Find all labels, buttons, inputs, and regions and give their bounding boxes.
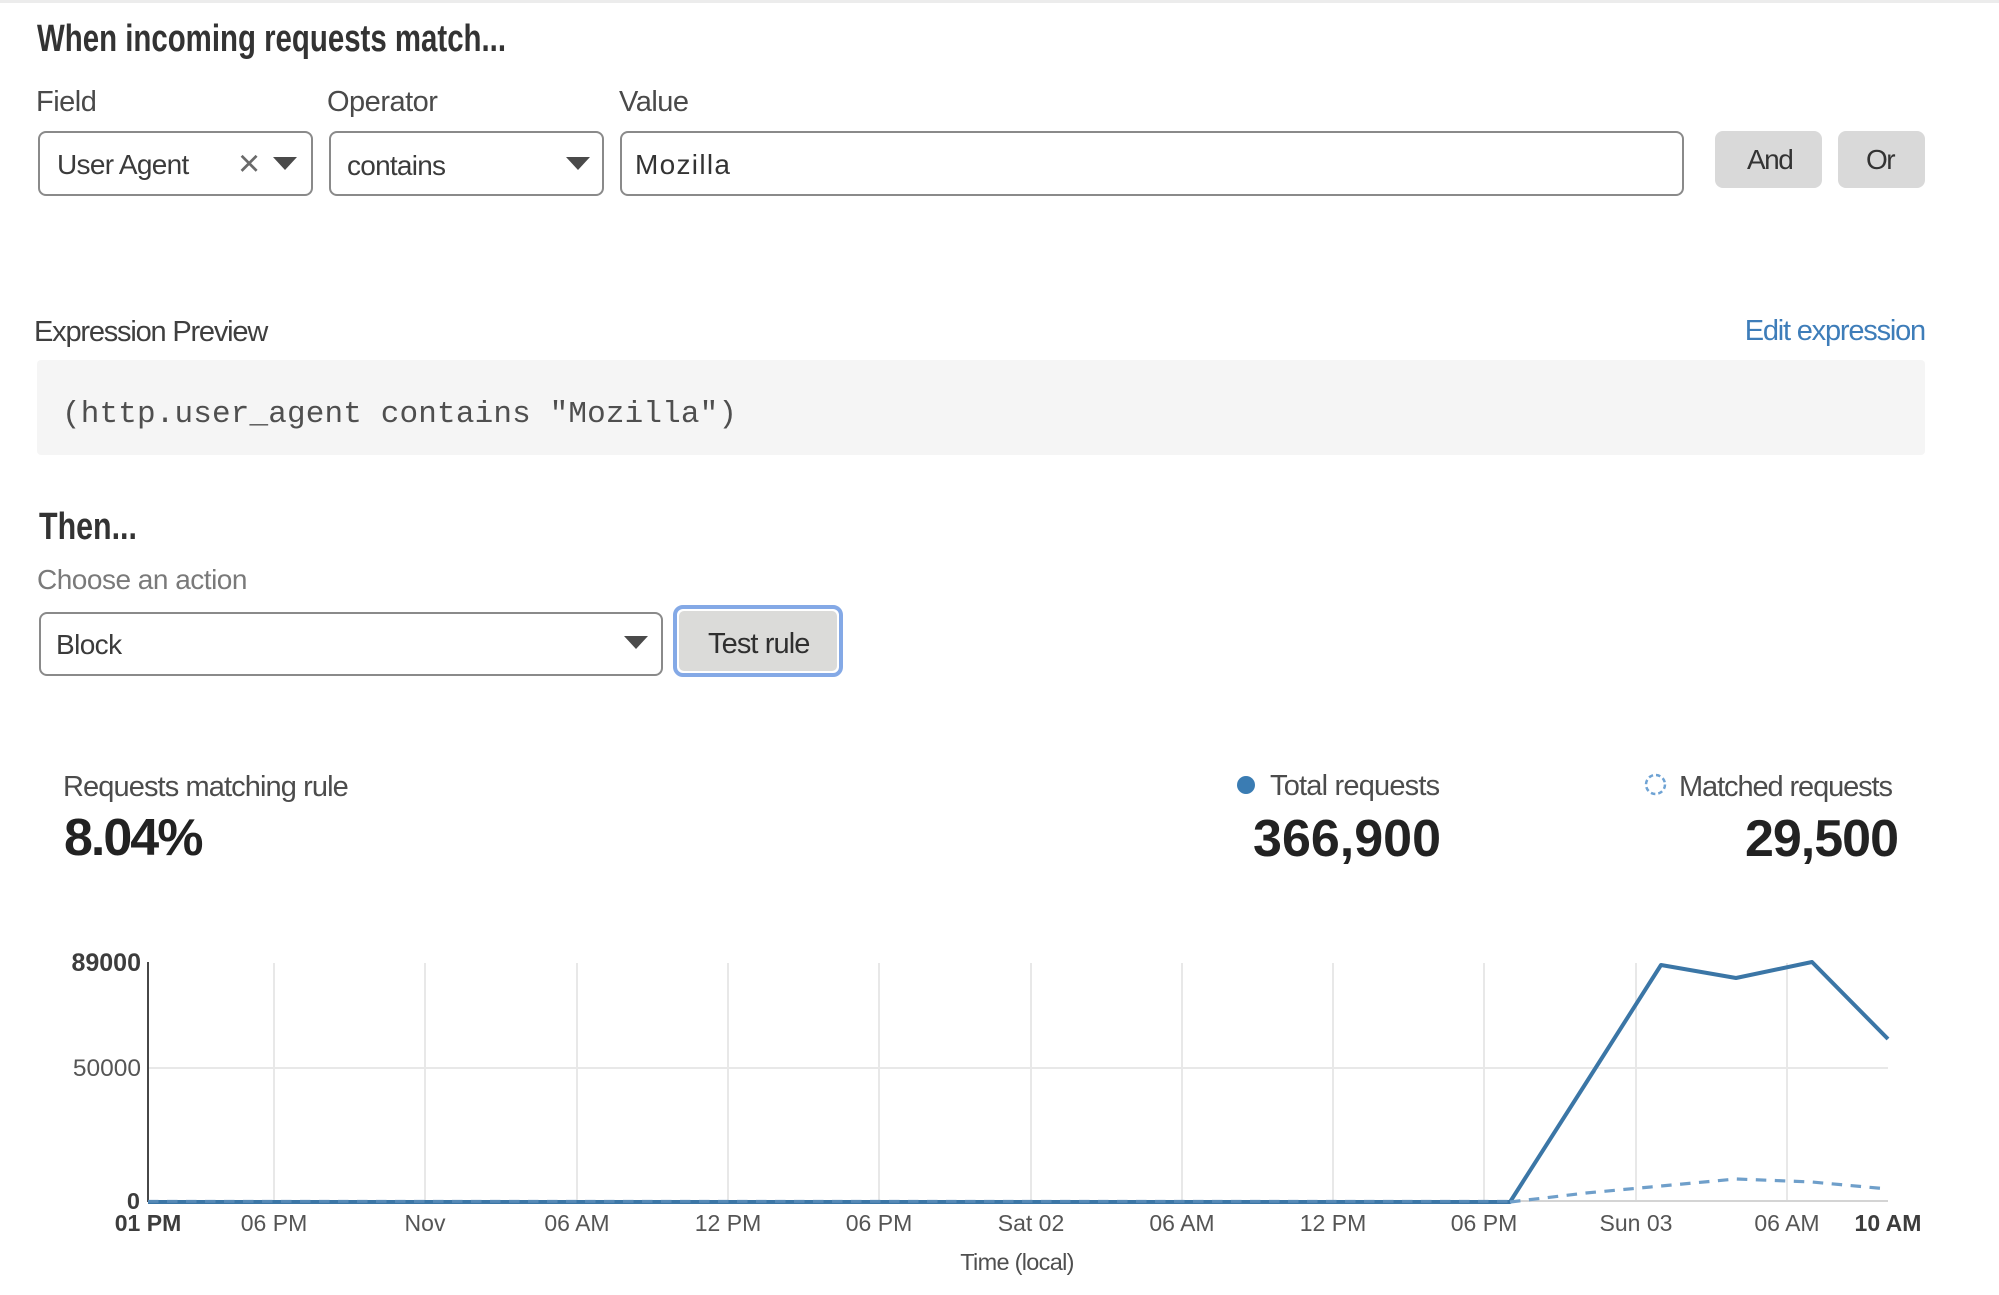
svg-text:Nov: Nov (405, 1210, 446, 1236)
svg-text:06 PM: 06 PM (846, 1210, 912, 1236)
svg-text:06 PM: 06 PM (241, 1210, 307, 1236)
svg-text:10 AM: 10 AM (1855, 1210, 1922, 1236)
svg-text:12 PM: 12 PM (1300, 1210, 1366, 1236)
svg-text:Time (local): Time (local) (960, 1249, 1073, 1275)
svg-text:06 PM: 06 PM (1451, 1210, 1517, 1236)
svg-text:Sat 02: Sat 02 (998, 1210, 1065, 1236)
svg-text:50000: 50000 (73, 1055, 141, 1082)
svg-text:06 AM: 06 AM (544, 1210, 609, 1236)
svg-text:89000: 89000 (71, 949, 141, 977)
svg-text:06 AM: 06 AM (1149, 1210, 1214, 1236)
svg-text:Sun 03: Sun 03 (1600, 1210, 1673, 1236)
svg-text:01 PM: 01 PM (115, 1210, 181, 1236)
svg-text:12 PM: 12 PM (695, 1210, 761, 1236)
svg-text:06 AM: 06 AM (1754, 1210, 1819, 1236)
svg-text:0: 0 (127, 1188, 140, 1214)
